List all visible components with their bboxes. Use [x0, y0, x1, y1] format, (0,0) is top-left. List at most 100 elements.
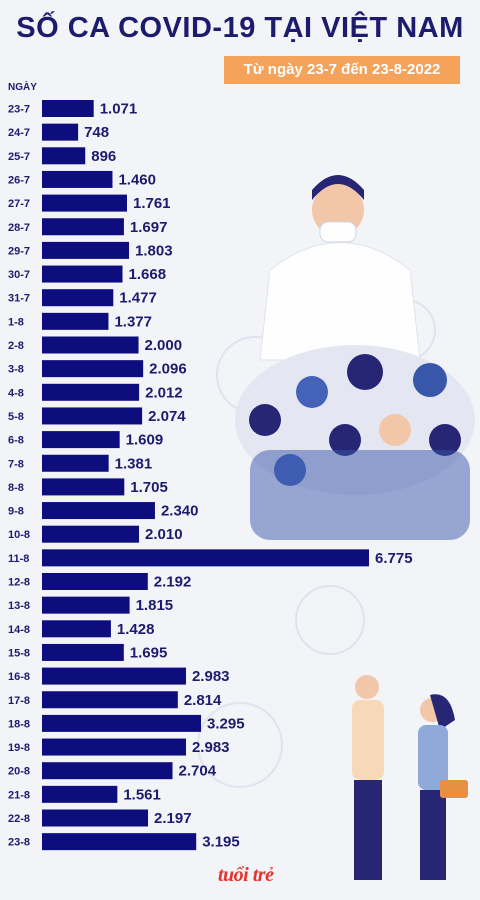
value-label: 1.815 [136, 597, 174, 614]
category-label: 31-7 [8, 293, 30, 305]
bar [42, 360, 144, 378]
value-label: 1.705 [130, 479, 168, 496]
bar [42, 809, 149, 827]
category-label: 23-8 [8, 837, 30, 849]
value-label: 1.071 [100, 101, 138, 118]
category-label: 18-8 [8, 718, 30, 730]
value-label: 2.096 [149, 361, 187, 378]
bar [42, 383, 140, 401]
bar [42, 762, 173, 780]
category-label: 26-7 [8, 174, 30, 186]
category-label: 20-8 [8, 766, 30, 778]
illustration [197, 175, 475, 880]
value-label: 1.668 [129, 266, 167, 283]
category-label: 9-8 [8, 506, 24, 518]
category-label: 5-8 [8, 411, 24, 423]
category-label: 15-8 [8, 647, 30, 659]
value-label: 2.983 [192, 739, 230, 756]
category-label: 10-8 [8, 529, 30, 541]
bar [42, 407, 143, 425]
category-label: 4-8 [8, 387, 24, 399]
category-label: 14-8 [8, 624, 30, 636]
crowd-figures [235, 345, 475, 540]
category-label: 23-7 [8, 104, 30, 116]
bar [42, 525, 140, 543]
value-label: 2.983 [192, 668, 230, 685]
bar [42, 265, 123, 283]
category-label: 17-8 [8, 695, 30, 707]
category-label: 22-8 [8, 813, 30, 825]
value-label: 1.609 [126, 432, 164, 449]
bar [42, 833, 197, 851]
value-label: 1.381 [115, 455, 153, 472]
bars-group: 23-7 1.071 24-7 748 25-7 896 26-7 1.460 27-7 1.76… [8, 100, 413, 851]
bar [42, 336, 139, 354]
value-label: 1.561 [123, 786, 161, 803]
bar [42, 502, 155, 520]
category-label: 19-8 [8, 742, 30, 754]
bar [42, 643, 124, 661]
category-label: 24-7 [8, 127, 30, 139]
bar [42, 667, 186, 685]
bar [42, 738, 186, 756]
value-label: 2.340 [161, 503, 199, 520]
value-label: 2.197 [154, 810, 192, 827]
category-label: 30-7 [8, 269, 30, 281]
value-label: 2.010 [145, 526, 183, 543]
bar [42, 714, 202, 732]
value-label: 2.704 [179, 763, 217, 780]
category-label: 16-8 [8, 671, 30, 683]
bar [42, 573, 148, 590]
category-label: 28-7 [8, 222, 30, 234]
category-label: 13-8 [8, 600, 30, 612]
bar [42, 289, 114, 307]
category-label: 7-8 [8, 458, 24, 470]
bar [42, 194, 127, 212]
value-label: 2.192 [154, 574, 192, 591]
value-label: 2.814 [184, 692, 222, 709]
bar [42, 549, 369, 567]
people-walking [352, 675, 468, 880]
y-axis-label: NGÀY [8, 82, 37, 93]
category-label: 8-8 [8, 482, 24, 494]
value-label: 1.695 [130, 644, 168, 661]
category-label: 3-8 [8, 364, 24, 376]
value-label: 1.803 [135, 242, 173, 259]
category-label: 25-7 [8, 151, 30, 163]
value-label: 1.477 [119, 290, 157, 307]
category-label: 21-8 [8, 789, 30, 801]
bar [42, 170, 113, 188]
value-label: 6.775 [375, 550, 413, 567]
brand-logo: tuổi trẻ [218, 864, 274, 886]
value-label: 2.000 [145, 337, 183, 354]
category-label: 11-8 [8, 553, 29, 565]
value-label: 1.377 [114, 313, 152, 330]
bar [42, 691, 178, 709]
value-label: 1.697 [130, 219, 168, 236]
bar [42, 123, 79, 141]
doctor-figure [259, 175, 421, 361]
bar [42, 241, 130, 259]
value-label: 896 [91, 148, 116, 165]
value-label: 2.074 [148, 408, 186, 425]
bar [42, 596, 130, 614]
value-label: 1.460 [118, 171, 156, 188]
page-title: SỐ CA COVID-19 TẠI VIỆT NAM [16, 12, 464, 44]
bar [42, 100, 94, 117]
value-label: 748 [84, 124, 109, 141]
category-label: 29-7 [8, 245, 30, 257]
value-label: 3.295 [207, 715, 245, 732]
date-range-badge: Từ ngày 23-7 đến 23-8-2022 [224, 56, 460, 84]
bar [42, 454, 109, 472]
category-label: 12-8 [8, 577, 30, 589]
bar [42, 431, 120, 449]
bar [42, 218, 124, 236]
value-label: 2.012 [145, 384, 183, 401]
bar [42, 147, 86, 165]
category-label: 6-8 [8, 435, 24, 447]
value-label: 1.428 [117, 621, 155, 638]
category-label: 1-8 [8, 316, 24, 328]
category-label: 2-8 [8, 340, 24, 352]
value-label: 3.195 [202, 834, 240, 851]
